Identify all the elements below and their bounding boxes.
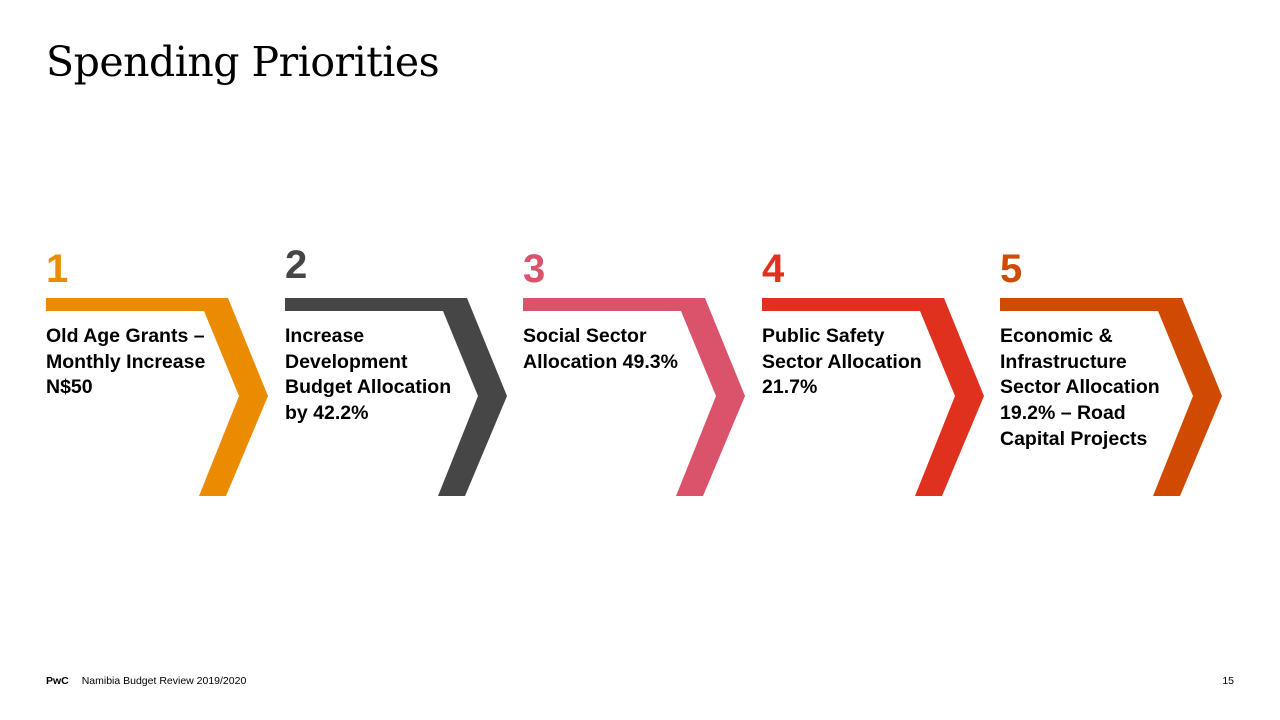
step-number-4: 4 (762, 247, 785, 291)
footer: PwC Namibia Budget Review 2019/2020 (46, 674, 246, 688)
step-number-1: 1 (46, 247, 69, 291)
step-2: 2 Increase Development Budget Allocation… (285, 243, 509, 504)
step-number-5: 5 (1000, 247, 1023, 291)
step-number-2: 2 (285, 243, 308, 287)
step-4: 4 Public Safety Sector Allocation 21.7% (762, 244, 986, 504)
footer-brand-logo: PwC (46, 675, 69, 687)
step-label-4: Public Safety Sector Allocation 21.7% (762, 325, 922, 399)
step-label-2: Increase Development Budget Allocation b… (285, 325, 452, 425)
slide-title: Spending Priorities (46, 38, 440, 86)
page-number: 15 (1222, 675, 1234, 687)
step-number-3: 3 (523, 247, 546, 291)
step-label-3: Social Sector Allocation 49.3% (523, 325, 678, 373)
footer-document-title: Namibia Budget Review 2019/2020 (81, 675, 247, 687)
step-1: 1 Old Age Grants – Monthly Increase N$50 (46, 244, 270, 504)
step-5: 5 Economic & Infrastructure Sector Alloc… (1000, 244, 1224, 504)
step-3: 3 Social Sector Allocation 49.3% (523, 244, 747, 504)
step-label-1: Old Age Grants – Monthly Increase N$50 (46, 325, 206, 399)
step-label-5: Economic & Infrastructure Sector Allocat… (1000, 325, 1160, 450)
